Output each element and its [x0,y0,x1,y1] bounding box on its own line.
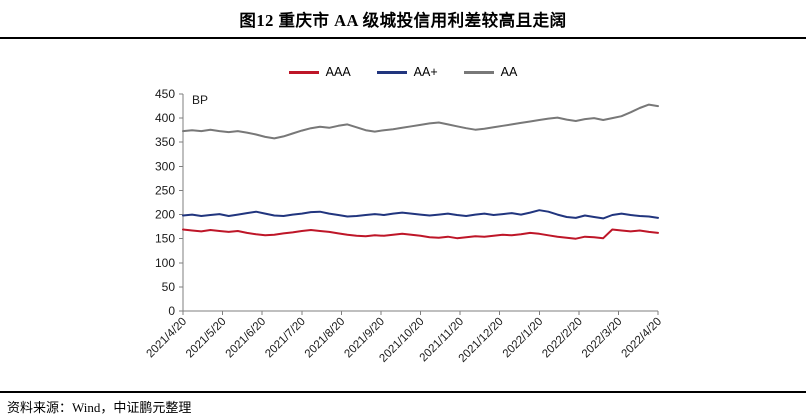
series-line-AAA [182,228,659,240]
top-divider [0,37,806,39]
legend-item-AAA: AAA [288,65,351,79]
series-line-AAplus [182,209,659,220]
legend-label: AA+ [413,65,438,79]
y-tick-label: 100 [155,256,175,270]
bottom-divider [0,391,806,393]
figure-title: 图12 重庆市 AA 级城投信用利差较高且走阔 [239,11,567,30]
y-tick-label: 50 [162,280,176,294]
source-note: 资料来源：Wind，中证鹏元整理 [7,400,192,415]
x-tick-label: 2022/4/20 [619,316,664,361]
x-tick-label: 2021/7/20 [263,316,308,361]
legend-item-AA: AA [463,65,518,79]
x-tick-label: 2021/4/20 [144,316,189,361]
series-line-AA [182,103,659,140]
x-tick-label: 2022/3/20 [580,316,625,361]
legend-label: AA [500,65,518,79]
x-tick-label: 2021/8/20 [303,316,348,361]
legend-line-swatch [463,70,494,74]
chart-legend: AAA AA+ AA [0,64,806,80]
legend-line-swatch [376,70,407,74]
x-tick-label: 2022/1/20 [501,316,546,361]
y-tick-label: 400 [155,111,175,125]
legend-line-swatch [288,70,319,74]
x-tick-label: 2022/2/20 [540,316,585,361]
x-tick-label: 2021/5/20 [184,316,229,361]
y-tick-label: 0 [168,304,175,318]
y-tick-label: 250 [155,183,175,197]
y-tick-label: 350 [155,135,175,149]
x-tick-label: 2021/6/20 [224,316,269,361]
y-tick-label: 200 [155,208,175,222]
y-axis-unit-label: BP [192,93,208,107]
y-tick-label: 150 [155,232,175,246]
y-tick-label: 450 [155,87,175,101]
legend-label: AAA [325,65,351,79]
legend-item-AAplus: AA+ [376,65,438,79]
y-tick-label: 300 [155,159,175,173]
